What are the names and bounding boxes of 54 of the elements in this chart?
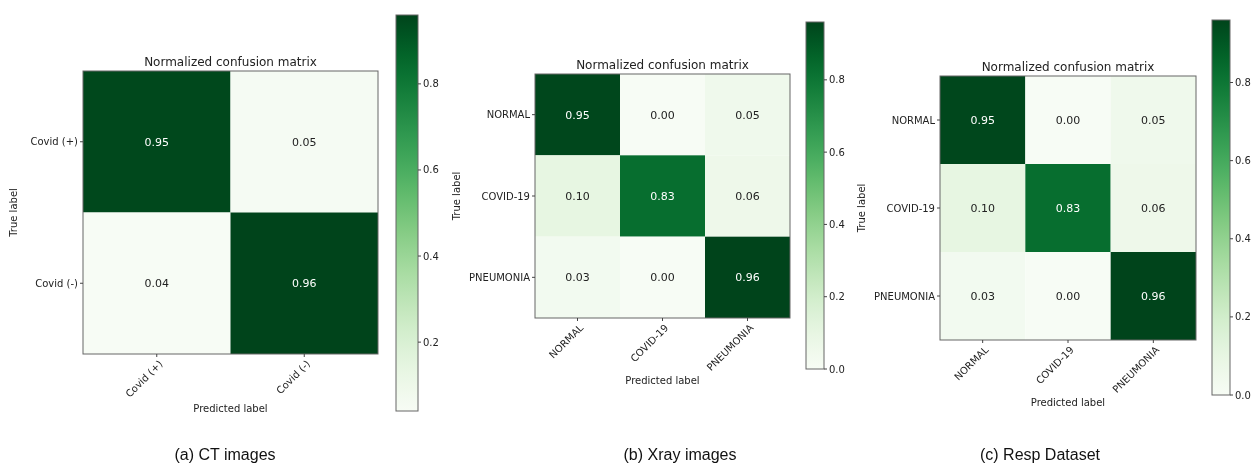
y-tick-label: NORMAL [891, 114, 936, 126]
color-bar-label: 0.2 [423, 336, 439, 348]
text: (b) Xray images [623, 446, 737, 463]
color-bar-label: 0.8 [423, 78, 439, 90]
data-label: 0.00 [1055, 113, 1081, 127]
data-label: 0.05 [735, 108, 760, 122]
y-tick-label: PNEUMONIA [469, 271, 531, 283]
data-label: 0.05 [1141, 113, 1166, 127]
y-axis-title: True label [8, 188, 19, 238]
text: (c) Resp Dataset [979, 446, 1101, 463]
y-axis-title: True label [451, 171, 462, 222]
chart-title: Normalized confusion matrix [576, 58, 749, 72]
color-bar-label: 0.8 [829, 74, 845, 86]
color-bar-label: 0.0 [829, 363, 845, 375]
data-label: 0.06 [735, 189, 760, 203]
color-bar-label: 0.4 [423, 250, 439, 262]
data-label: 0.95 [144, 135, 169, 149]
color-bar-label: 0.6 [423, 164, 439, 176]
color-bar-label: 0.2 [829, 291, 845, 303]
chart-title: Normalized confusion matrix [981, 60, 1155, 74]
data-label: 0.00 [650, 108, 675, 122]
y-tick-label: PNEUMONIA [874, 290, 936, 302]
data-label: 0.04 [144, 277, 169, 291]
y-tick-label: NORMAL [486, 109, 531, 121]
color-bar-label: 0.8 [1235, 77, 1251, 88]
data-label: 0.03 [970, 289, 995, 303]
data-label: 0.06 [1141, 201, 1166, 215]
data-label: 0.83 [1055, 201, 1081, 215]
x-axis-title: Predicted label [625, 375, 700, 386]
data-label: 0.03 [565, 271, 590, 285]
data-label: 0.96 [1141, 289, 1166, 303]
data-label: 0.95 [970, 113, 995, 127]
data-label: 0.95 [565, 108, 590, 122]
color-bar-label: 0.2 [1235, 311, 1251, 323]
y-axis-title: True label [856, 183, 867, 234]
data-label: 0.00 [1055, 289, 1081, 303]
color-bar-label: 0.6 [1235, 155, 1251, 167]
color-bar-label: 0.0 [1235, 389, 1251, 401]
data-label: 0.10 [565, 189, 590, 203]
data-label: 0.96 [735, 271, 760, 285]
color-bar-label: 0.6 [829, 146, 845, 158]
data-label: 0.05 [292, 135, 317, 149]
y-tick-label: COVID-19 [481, 190, 530, 202]
y-tick-label: COVID-19 [886, 202, 935, 214]
data-label: 0.10 [970, 201, 995, 215]
x-axis-title: Predicted label [193, 403, 268, 414]
color-bar-label: 0.4 [1235, 233, 1251, 245]
x-axis-title: Predicted label [1030, 397, 1106, 408]
text: (a) CT images [174, 446, 276, 463]
data-label: 0.96 [292, 277, 317, 291]
color-bar-label: 0.4 [829, 218, 845, 230]
data-label: 0.83 [650, 189, 675, 203]
chart-title: Normalized confusion matrix [144, 55, 317, 69]
data-label: 0.00 [650, 271, 675, 285]
